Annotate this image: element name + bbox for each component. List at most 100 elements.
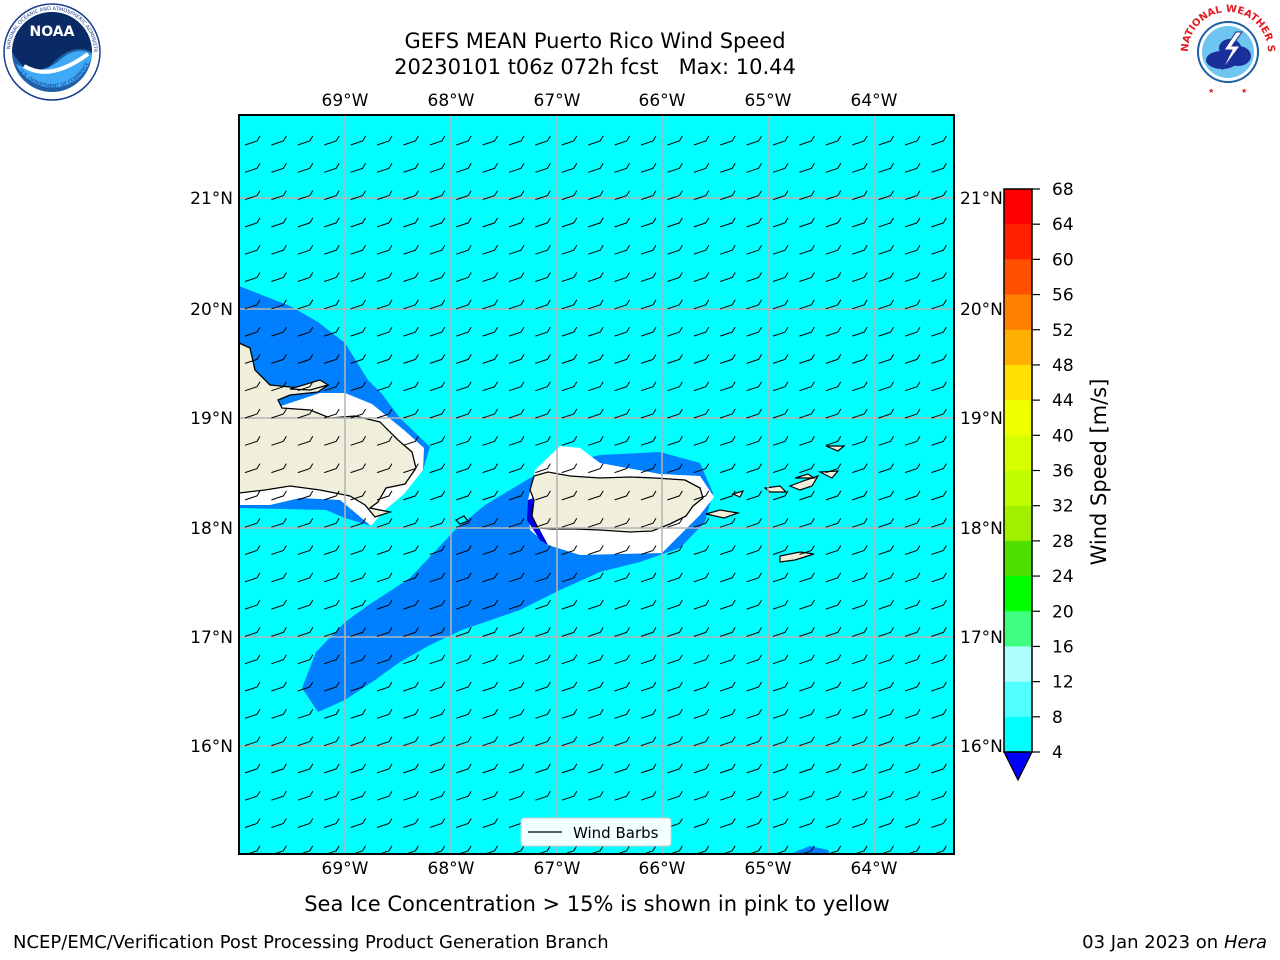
wind-barb (878, 572, 895, 583)
wind-barb (852, 381, 868, 392)
lon-label-top: 69°W (322, 91, 369, 111)
wind-barb (852, 709, 868, 719)
wind-barb (588, 326, 604, 337)
wind-barb (535, 217, 551, 228)
wind-barb (614, 436, 631, 446)
wind-barb (614, 354, 631, 364)
lon-label-top: 67°W (534, 91, 581, 111)
wind-barb (931, 326, 947, 337)
wind-barb (904, 599, 921, 610)
wind-barb (403, 190, 419, 201)
svg-text:★: ★ (1208, 87, 1214, 95)
wind-barb (878, 627, 895, 637)
wind-barb (904, 299, 921, 310)
wind-barb (271, 217, 287, 228)
wind-barb (482, 272, 499, 282)
wind-barb (508, 763, 525, 774)
wind-barb (746, 272, 763, 282)
map-title: GEFS MEAN Puerto Rico Wind Speed (404, 29, 786, 53)
wind-barb (456, 818, 472, 828)
land-virgin-islands (705, 445, 846, 563)
wind-barb (297, 135, 314, 146)
wind-barb (324, 818, 340, 828)
wind-barb (271, 763, 287, 774)
wind-barb (561, 763, 578, 774)
wind-barb (535, 517, 551, 528)
wind-barb (588, 763, 604, 774)
wind-barb (667, 436, 683, 446)
wind-barb (297, 326, 314, 337)
wind-barb (720, 408, 736, 419)
wind-barb (667, 326, 683, 337)
wind-barb (931, 818, 947, 828)
wind-barb (324, 545, 340, 555)
wind-barb (852, 490, 868, 501)
wind-barb (271, 490, 287, 501)
wind-barb (746, 326, 763, 337)
wind-barb (244, 326, 261, 337)
wind-barb (350, 790, 367, 801)
wind-barb (720, 599, 736, 610)
wind-barb (904, 354, 921, 364)
legend-box (520, 817, 672, 847)
wind-barb (693, 217, 710, 228)
wind-barb (429, 599, 446, 610)
wind-barb (429, 736, 446, 747)
wind-barb (376, 517, 393, 528)
wind-barb (350, 217, 367, 228)
wind-barb (403, 436, 419, 446)
wind-barb (376, 736, 393, 747)
wind-barb (693, 736, 710, 747)
wind-barb (640, 299, 657, 310)
wind-barb (720, 163, 736, 173)
wind-barb (324, 572, 340, 583)
wind-barb (350, 545, 367, 555)
wind-barb (799, 217, 815, 228)
wind-barb (693, 490, 710, 501)
wind-barb (561, 408, 578, 419)
wind-barb (588, 790, 604, 801)
colorbar-band (1004, 470, 1032, 507)
wind-barb (403, 272, 419, 282)
wind-barb (561, 463, 578, 474)
wind-barb (456, 463, 472, 474)
wind-barb (746, 736, 763, 747)
wind-barb (429, 436, 446, 446)
wind-barb (297, 463, 314, 474)
wind-barb (376, 627, 393, 637)
wind-barb (429, 545, 446, 555)
wind-barb (429, 572, 446, 583)
wind-barb (403, 244, 419, 255)
wind-barb (825, 681, 842, 692)
wind-barb (852, 599, 868, 610)
wind-barb (244, 272, 261, 282)
wind-barb (746, 354, 763, 364)
wind-barb (852, 217, 868, 228)
wind-barb (508, 790, 525, 801)
wind-barb (244, 763, 261, 774)
wind-barb (720, 790, 736, 801)
wind-barb (482, 736, 499, 747)
wind-barb (588, 135, 604, 146)
wind-barb (350, 163, 367, 173)
sea-ice-caption: Sea Ice Concentration > 15% is shown in … (304, 892, 890, 916)
wind-barb (904, 627, 921, 637)
wind-barb (825, 790, 842, 801)
wind-barb (640, 654, 657, 665)
wind-barb (799, 818, 815, 828)
wind-barb (456, 736, 472, 747)
wind-barb (852, 818, 868, 828)
lat-label-right: 20°N (960, 300, 1003, 320)
wind-barb (746, 627, 763, 637)
wind-barb (482, 135, 499, 146)
wind-barb (772, 790, 789, 801)
wind-barb (403, 818, 419, 828)
wind-barb (482, 572, 499, 583)
wind-barb (799, 763, 815, 774)
wind-barb (403, 681, 419, 692)
wind-barb (614, 326, 631, 337)
wind-barb (667, 709, 683, 719)
wind-barb (403, 627, 419, 637)
wind-barb (482, 217, 499, 228)
wind-barb (297, 517, 314, 528)
